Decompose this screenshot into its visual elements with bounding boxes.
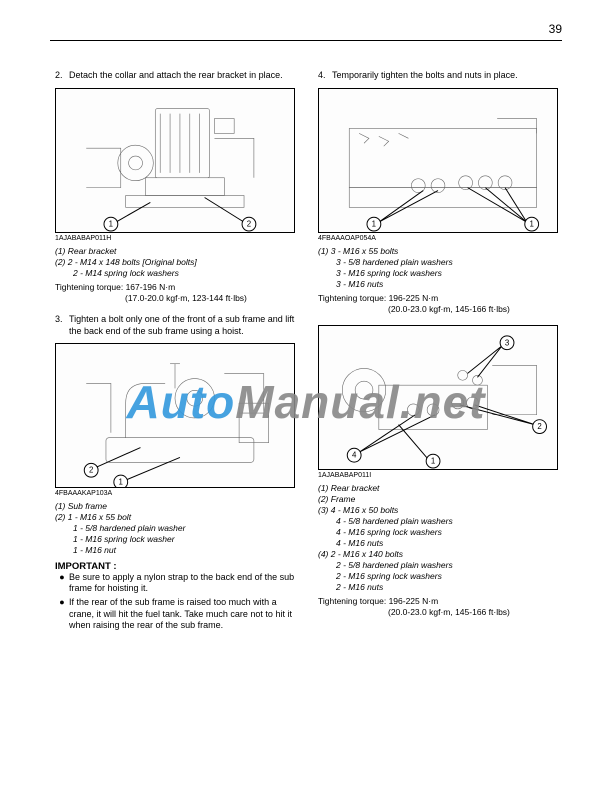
figure-1-torque: Tightening torque: 167-196 N·m (17.0-20.… [55, 282, 303, 304]
figure-code: 1AJABABAP011H [55, 235, 303, 242]
legend-line: 2 - M16 nuts [318, 582, 566, 593]
step-3: 3. Tighten a bolt only one of the front … [55, 314, 303, 337]
left-column: 2. Detach the collar and attach the rear… [55, 70, 303, 634]
legend-line: (2) 2 - M14 x 148 bolts [Original bolts] [55, 257, 303, 268]
step-2: 2. Detach the collar and attach the rear… [55, 70, 303, 82]
legend-line: 2 - 5/8 hardened plain washers [318, 560, 566, 571]
page-number: 39 [549, 22, 562, 36]
figure-3-legend: (1) 3 - M16 x 55 bolts 3 - 5/8 hardened … [318, 246, 566, 290]
torque-line: Tightening torque: 196-225 N·m [318, 293, 566, 304]
svg-text:1: 1 [119, 478, 123, 487]
bullet-1: ● Be sure to apply a nylon strap to the … [55, 572, 303, 595]
important-label: IMPORTANT : [55, 561, 303, 572]
figure-4-legend: (1) Rear bracket (2) Frame (3) 4 - M16 x… [318, 483, 566, 593]
torque-line: Tightening torque: 196-225 N·m [318, 596, 566, 607]
figure-4: 3 2 4 1 [318, 325, 558, 470]
svg-text:1: 1 [431, 457, 435, 466]
legend-line: (1) 3 - M16 x 55 bolts [318, 246, 566, 257]
bullet-text: If the rear of the sub frame is raised t… [69, 597, 303, 632]
figure-code: 1AJABABAP011I [318, 472, 566, 479]
figure-4-torque: Tightening torque: 196-225 N·m (20.0-23.… [318, 596, 566, 618]
legend-line: (3) 4 - M16 x 50 bolts [318, 505, 566, 516]
step-number: 3. [55, 314, 69, 337]
legend-line: (1) Rear bracket [318, 483, 566, 494]
legend-line: (1) Rear bracket [55, 246, 303, 257]
svg-text:1: 1 [529, 219, 533, 228]
step-text: Temporarily tighten the bolts and nuts i… [332, 70, 566, 82]
legend-line: 4 - M16 spring lock washers [318, 527, 566, 538]
legend-line: 4 - M16 nuts [318, 538, 566, 549]
figure-3: 1 1 [318, 88, 558, 233]
figure-2-legend: (1) Sub frame (2) 1 - M16 x 55 bolt 1 - … [55, 501, 303, 556]
figure-1: 1 2 [55, 88, 295, 233]
svg-text:1: 1 [109, 219, 113, 228]
step-text: Detach the collar and attach the rear br… [69, 70, 303, 82]
svg-text:2: 2 [89, 466, 93, 475]
step-number: 4. [318, 70, 332, 82]
legend-line: 3 - 5/8 hardened plain washers [318, 257, 566, 268]
svg-text:2: 2 [247, 219, 251, 228]
legend-line: 2 - M14 spring lock washers [55, 268, 303, 279]
figure-code: 4FBAAAOAP054A [318, 235, 566, 242]
legend-line: (4) 2 - M16 x 140 bolts [318, 549, 566, 560]
bullet-text: Be sure to apply a nylon strap to the ba… [69, 572, 303, 595]
legend-line: 4 - 5/8 hardened plain washers [318, 516, 566, 527]
legend-line: 1 - M16 nut [55, 545, 303, 556]
torque-line: (20.0-23.0 kgf·m, 145-166 ft·lbs) [318, 607, 566, 618]
figure-2: 1 2 [55, 343, 295, 488]
legend-line: 3 - M16 spring lock washers [318, 268, 566, 279]
step-4: 4. Temporarily tighten the bolts and nut… [318, 70, 566, 82]
bullet-icon: ● [55, 572, 69, 595]
figure-code: 4FBAAAKAP103A [55, 490, 303, 497]
svg-text:3: 3 [505, 338, 510, 347]
right-column: 4. Temporarily tighten the bolts and nut… [318, 70, 566, 629]
figure-1-legend: (1) Rear bracket (2) 2 - M14 x 148 bolts… [55, 246, 303, 279]
legend-line: 2 - M16 spring lock washers [318, 571, 566, 582]
figure-3-torque: Tightening torque: 196-225 N·m (20.0-23.… [318, 293, 566, 315]
bullet-2: ● If the rear of the sub frame is raised… [55, 597, 303, 632]
torque-line: (20.0-23.0 kgf·m, 145-166 ft·lbs) [318, 304, 566, 315]
svg-text:4: 4 [352, 451, 357, 460]
legend-line: (2) 1 - M16 x 55 bolt [55, 512, 303, 523]
svg-text:1: 1 [372, 219, 376, 228]
legend-line: 3 - M16 nuts [318, 279, 566, 290]
header-rule [50, 40, 562, 41]
bullet-icon: ● [55, 597, 69, 632]
torque-line: Tightening torque: 167-196 N·m [55, 282, 303, 293]
legend-line: 1 - M16 spring lock washer [55, 534, 303, 545]
torque-line: (17.0-20.0 kgf·m, 123-144 ft·lbs) [55, 293, 303, 304]
legend-line: (2) Frame [318, 494, 566, 505]
svg-text:2: 2 [537, 422, 541, 431]
legend-line: 1 - 5/8 hardened plain washer [55, 523, 303, 534]
legend-line: (1) Sub frame [55, 501, 303, 512]
step-number: 2. [55, 70, 69, 82]
step-text: Tighten a bolt only one of the front of … [69, 314, 303, 337]
